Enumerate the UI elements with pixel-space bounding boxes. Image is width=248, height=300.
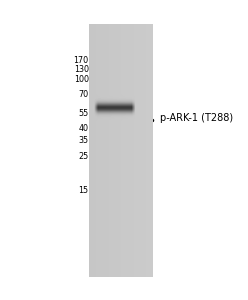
Text: 55: 55	[78, 109, 89, 118]
Text: 293: 293	[114, 32, 136, 45]
Text: 25: 25	[78, 152, 89, 161]
Text: 40: 40	[79, 124, 89, 133]
Text: serum: serum	[109, 255, 142, 265]
Text: p-ARK-1 (T288): p-ARK-1 (T288)	[160, 113, 233, 124]
Text: 15: 15	[79, 186, 89, 195]
Text: 130: 130	[74, 65, 89, 74]
Text: 70: 70	[79, 90, 89, 99]
Text: 100: 100	[74, 75, 89, 84]
Text: 35: 35	[79, 136, 89, 145]
Text: 170: 170	[74, 56, 89, 65]
